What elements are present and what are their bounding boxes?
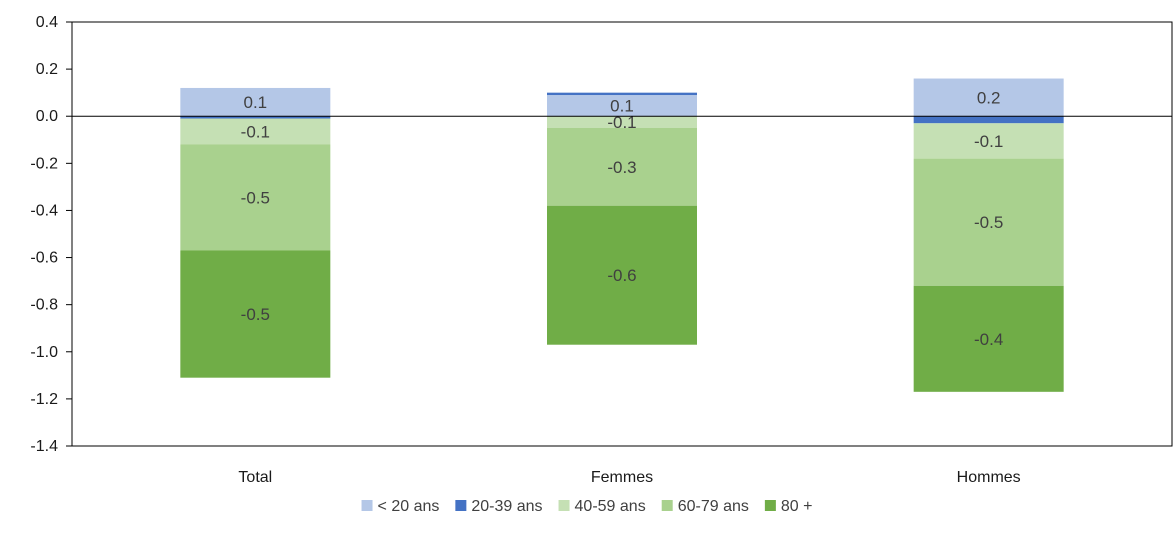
- y-tick-label: -1.4: [30, 438, 58, 455]
- bar-segment: [180, 250, 331, 378]
- data-label: -0.6: [607, 266, 636, 285]
- y-tick-label: -0.4: [30, 202, 58, 219]
- y-tick-label: -1.0: [30, 344, 58, 361]
- data-label: -0.3: [607, 158, 636, 177]
- bar-segment: [547, 128, 697, 206]
- data-label: 0.2: [977, 88, 1001, 107]
- legend-swatch: [558, 500, 570, 511]
- bar-segment: [547, 95, 697, 117]
- legend-swatch: [661, 500, 673, 511]
- data-label: -0.5: [974, 213, 1003, 232]
- data-label: 0.1: [610, 97, 634, 116]
- bar-segment: [547, 205, 697, 345]
- bar-segment: [180, 144, 331, 251]
- category-label: Total: [238, 469, 272, 486]
- data-label: -0.1: [241, 123, 270, 142]
- data-label: -0.5: [241, 188, 270, 207]
- data-label: 0.1: [244, 93, 268, 112]
- legend-label: 20-39 ans: [471, 498, 542, 515]
- y-tick-label: -0.2: [30, 155, 58, 172]
- bar-segment: [913, 116, 1064, 124]
- legend-label: 40-59 ans: [575, 498, 646, 515]
- plot-frame: [71, 21, 1173, 447]
- data-label: -0.5: [241, 305, 270, 324]
- y-tick-label: -0.8: [30, 297, 58, 314]
- bar-segment: [913, 158, 1064, 286]
- legend: < 20 ans 20-39 ans 40-59 ans 60-79 ans 80 +: [361, 498, 813, 515]
- bar-segment: [913, 123, 1064, 159]
- legend-label: < 20 ans: [378, 498, 440, 515]
- y-tick-label: -1.2: [30, 391, 58, 408]
- bar-segment: [913, 78, 1064, 117]
- legend-swatch: [455, 500, 467, 511]
- data-labels: 0.1-0.1-0.5-0.50.1-0.1-0.3-0.60.2-0.1-0.…: [241, 88, 1004, 348]
- bar-segment: [547, 92, 697, 96]
- bar-segment: [547, 116, 697, 128]
- legend-label: 80 +: [781, 498, 813, 515]
- category-label: Femmes: [591, 469, 653, 486]
- y-tick-label: 0.4: [36, 14, 58, 31]
- y-tick-label: -0.6: [30, 250, 58, 267]
- bar-segment: [180, 87, 331, 117]
- bars: [180, 78, 1064, 392]
- bar-segment: [180, 118, 331, 145]
- category-label: Hommes: [957, 469, 1021, 486]
- legend-label: 60-79 ans: [678, 498, 749, 515]
- data-label: -0.4: [974, 330, 1003, 349]
- bar-segment: [913, 285, 1064, 392]
- y-tick-label: 0.0: [36, 108, 58, 125]
- y-axis: 0.4 0.2 0.0 -0.2 -0.4 -0.6 -0.8 -1.0 -1.2 -1.4: [30, 14, 1173, 455]
- data-label: -0.1: [974, 132, 1003, 151]
- category-labels: Total Femmes Hommes: [238, 469, 1020, 486]
- legend-swatch: [361, 500, 373, 511]
- y-tick-label: 0.2: [36, 61, 58, 78]
- bar-segment: [180, 116, 331, 119]
- data-label: -0.1: [607, 113, 636, 132]
- legend-swatch: [764, 500, 776, 511]
